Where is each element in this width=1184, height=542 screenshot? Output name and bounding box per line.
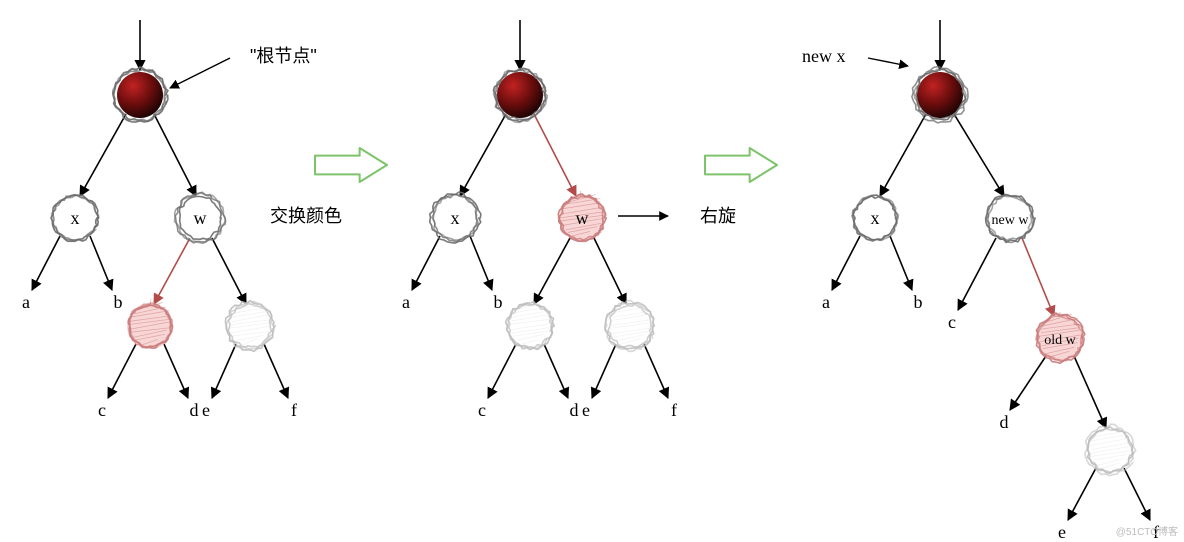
tree-edge bbox=[592, 344, 616, 398]
diagram-canvas: abcdefxwabcdefxwabcdefxnew wold w"根节点"交换… bbox=[0, 0, 1184, 542]
node-light bbox=[1085, 423, 1136, 476]
leaf-label: e bbox=[202, 400, 210, 420]
leaf-label: f bbox=[291, 400, 297, 420]
tree-edge bbox=[108, 344, 136, 398]
tree-edge bbox=[470, 236, 492, 290]
node-label: w bbox=[576, 208, 589, 228]
tree-edge bbox=[32, 236, 60, 290]
node-plain: new w bbox=[986, 195, 1035, 243]
tree-edge bbox=[544, 344, 568, 398]
leaf-label: a bbox=[22, 292, 30, 312]
tree-edge bbox=[644, 344, 668, 398]
tree-edge bbox=[954, 114, 1004, 196]
node-plain: x bbox=[51, 195, 99, 242]
leaf-label: d bbox=[570, 400, 579, 420]
leaf-label: b bbox=[914, 292, 923, 312]
tree-edge bbox=[534, 114, 576, 196]
leaf-label: f bbox=[671, 400, 677, 420]
tree-edge bbox=[1010, 356, 1046, 410]
node-light bbox=[605, 299, 654, 351]
node-label: old w bbox=[1044, 333, 1076, 348]
tree-edge bbox=[832, 236, 860, 290]
leaf-label: c bbox=[948, 312, 956, 332]
tree-edge bbox=[412, 236, 440, 290]
node-plain: x bbox=[430, 192, 481, 243]
annotation-arrow bbox=[170, 58, 230, 88]
caption: 交换颜色 bbox=[270, 206, 342, 226]
tree-edge bbox=[1068, 468, 1096, 520]
node-label: x bbox=[71, 208, 80, 228]
tree-edge bbox=[80, 114, 126, 196]
node-label: x bbox=[871, 208, 880, 228]
leaf-label: b bbox=[494, 292, 503, 312]
tree-edge bbox=[488, 344, 516, 398]
tree-edge bbox=[1124, 468, 1150, 520]
tree-edge bbox=[880, 114, 926, 196]
leaf-label: c bbox=[478, 400, 486, 420]
tree-edge bbox=[1022, 238, 1054, 316]
tree-edge bbox=[212, 344, 236, 398]
tree-edge bbox=[594, 238, 626, 304]
transition-arrow bbox=[315, 148, 387, 182]
leaf-label: d bbox=[1000, 412, 1009, 432]
node-label: x bbox=[451, 208, 460, 228]
tree-edge bbox=[958, 238, 996, 310]
tree-edge bbox=[1074, 356, 1106, 428]
tree-edge bbox=[890, 236, 912, 290]
leaf-label: e bbox=[1058, 522, 1066, 542]
node-plain: w bbox=[175, 192, 226, 243]
tree-edge bbox=[460, 114, 506, 196]
transition-arrow bbox=[705, 148, 777, 182]
caption: new x bbox=[802, 46, 846, 66]
leaf-label: e bbox=[582, 400, 590, 420]
tree-edge bbox=[164, 344, 188, 398]
node-light bbox=[225, 298, 275, 351]
node-plain: x bbox=[852, 195, 898, 241]
tree-edge bbox=[154, 238, 190, 304]
node-label: new w bbox=[992, 213, 1030, 228]
annotation-arrow bbox=[868, 58, 908, 66]
watermark: @51CTO博客 bbox=[1116, 523, 1178, 538]
caption: 右旋 bbox=[700, 206, 736, 226]
caption: "根节点" bbox=[250, 46, 317, 66]
tree-edge bbox=[212, 238, 246, 304]
node-root bbox=[117, 72, 163, 118]
node-light bbox=[506, 300, 555, 350]
tree-edge bbox=[534, 238, 570, 304]
tree-edge bbox=[90, 236, 112, 290]
leaf-label: a bbox=[822, 292, 830, 312]
tree-edge bbox=[154, 114, 196, 196]
leaf-label: a bbox=[402, 292, 410, 312]
leaf-label: d bbox=[190, 400, 199, 420]
leaf-label: c bbox=[98, 400, 106, 420]
leaf-label: b bbox=[114, 292, 123, 312]
tree-edge bbox=[264, 344, 288, 398]
node-label: w bbox=[194, 208, 207, 228]
